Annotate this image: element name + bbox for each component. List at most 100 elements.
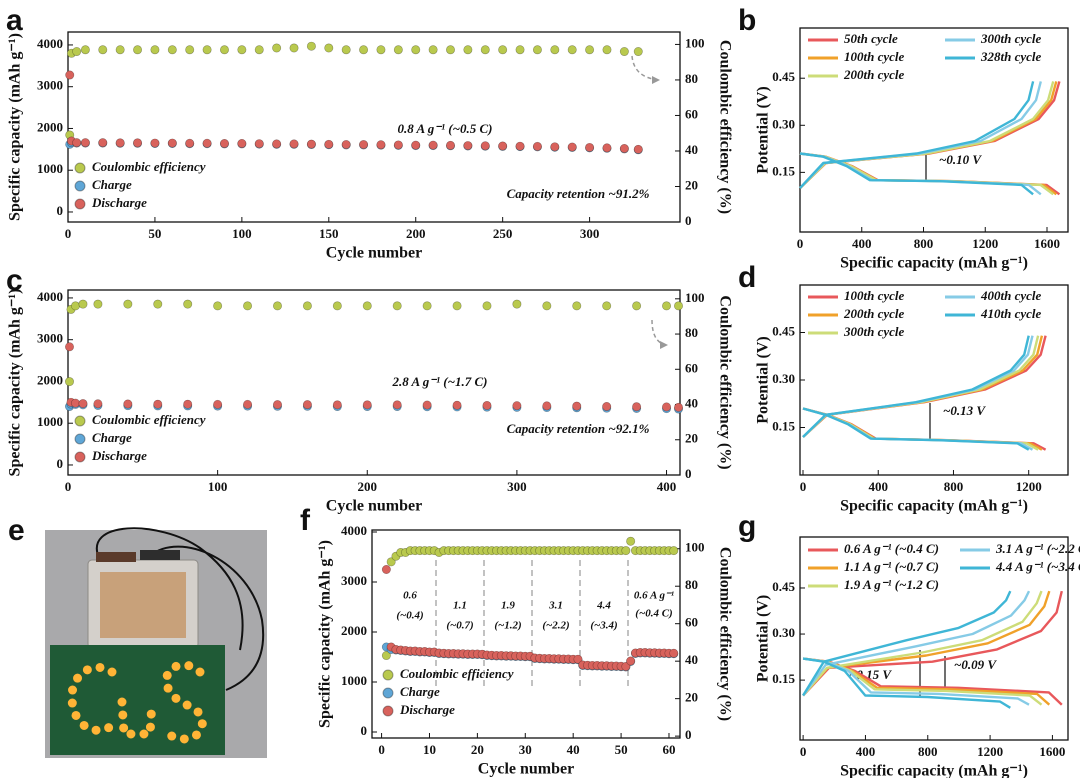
legend-marker (74, 180, 86, 192)
data-point (272, 301, 282, 311)
x-tick-label: 0 (65, 226, 72, 241)
y2-tick-label: 0 (685, 727, 692, 742)
y-tick-label: 3000 (37, 331, 63, 346)
curve (802, 335, 1044, 451)
y-axis-title: Specific capacity (mAh g⁻¹) (7, 289, 24, 477)
x-tick-label: 200 (358, 479, 378, 494)
data-point (324, 43, 334, 53)
y2-tick-label: 60 (685, 360, 698, 375)
legend-label: 328th cycle (980, 49, 1042, 64)
data-point (362, 301, 372, 311)
legend-label: 4.4 A g⁻¹ (~3.4 C) (995, 559, 1080, 574)
data-point (254, 139, 264, 149)
legend-label: 300th cycle (980, 31, 1042, 46)
annotation: ~0.13 V (943, 403, 986, 418)
data-point (445, 140, 455, 150)
data-point (306, 41, 316, 51)
y2-tick-label: 100 (685, 540, 705, 555)
x-tick-label: 400 (868, 479, 888, 494)
data-point (542, 301, 552, 311)
y2-tick-label: 40 (685, 396, 698, 411)
data-point (123, 299, 133, 309)
data-point (573, 654, 583, 664)
data-point (219, 138, 229, 148)
rate-label: (~2.2) (542, 620, 569, 632)
photo (45, 527, 267, 758)
y2-tick-label: 0 (685, 466, 692, 481)
y-tick-label: 3000 (37, 78, 63, 93)
data-point (359, 45, 369, 55)
legend-marker (74, 415, 86, 427)
data-point (498, 141, 508, 151)
y-tick-label: 1000 (37, 414, 63, 429)
y-tick-label: 4000 (341, 523, 367, 538)
legend-label: 0.6 A g⁻¹ (~0.4 C) (844, 541, 939, 556)
data-point (133, 138, 143, 148)
data-point (167, 45, 177, 55)
x-tick-label: 800 (918, 744, 938, 759)
data-point (72, 47, 82, 57)
x-tick-label: 60 (662, 742, 675, 757)
data-point (213, 399, 223, 409)
data-point (542, 401, 552, 411)
data-point (480, 141, 490, 151)
curve (799, 81, 1035, 196)
y-axis-title: Specific capacity (mAh g⁻¹) (7, 33, 24, 221)
y-tick-label: 4000 (37, 289, 63, 304)
y2-tick-label: 80 (685, 325, 698, 340)
data-point (153, 399, 163, 409)
data-point (133, 45, 143, 55)
data-point (515, 141, 525, 151)
curve (802, 590, 1012, 709)
data-point (567, 45, 577, 55)
data-point (602, 143, 612, 153)
x-tick-label: 0 (800, 479, 807, 494)
y-tick-label: 0.30 (772, 116, 795, 131)
data-point (626, 536, 636, 546)
y-tick-label: 0.45 (772, 69, 795, 84)
data-point (480, 45, 490, 55)
arrow-head (660, 341, 668, 349)
data-point (80, 45, 90, 55)
legend-label: 3.1 A g⁻¹ (~2.2 C) (995, 541, 1080, 556)
plot-frame (799, 536, 1069, 741)
data-point (202, 138, 212, 148)
legend-label: 300th cycle (843, 324, 905, 339)
x-tick-label: 0 (65, 479, 72, 494)
y2-tick-label: 100 (685, 290, 705, 305)
data-point (272, 139, 282, 149)
y2-axis-title: Coulombic efficiency (%) (716, 295, 733, 469)
plot-frame (67, 31, 681, 223)
legend-label: Coulombic efficiency (400, 666, 514, 681)
led-c (67, 662, 119, 735)
x-tick-label: 800 (914, 236, 934, 251)
data-point (532, 45, 542, 55)
panel-letter: f (300, 504, 311, 537)
x-axis-title: Cycle number (326, 498, 422, 515)
plot-frame (371, 529, 681, 739)
legend-marker (74, 433, 86, 445)
panel-letter: b (738, 4, 756, 37)
data-point (482, 400, 492, 410)
data-point (669, 546, 679, 556)
data-point (153, 299, 163, 309)
rate-label: (~0.4 C) (635, 608, 672, 620)
data-point (78, 399, 88, 409)
x-tick-label: 40 (567, 742, 580, 757)
data-point (72, 138, 82, 148)
data-point (512, 401, 522, 411)
curve (802, 335, 1040, 451)
data-point (289, 43, 299, 53)
data-point (428, 45, 438, 55)
y-tick-label: 0.45 (772, 579, 795, 594)
data-point (302, 301, 312, 311)
x-axis-title: Cycle number (326, 245, 422, 262)
legend-label: Charge (92, 177, 132, 192)
data-point (289, 139, 299, 149)
data-point (392, 301, 402, 311)
data-point (237, 138, 247, 148)
x-tick-label: 100 (208, 479, 228, 494)
y-tick-label: 0.30 (772, 625, 795, 640)
data-point (632, 301, 642, 311)
data-point (381, 651, 391, 661)
